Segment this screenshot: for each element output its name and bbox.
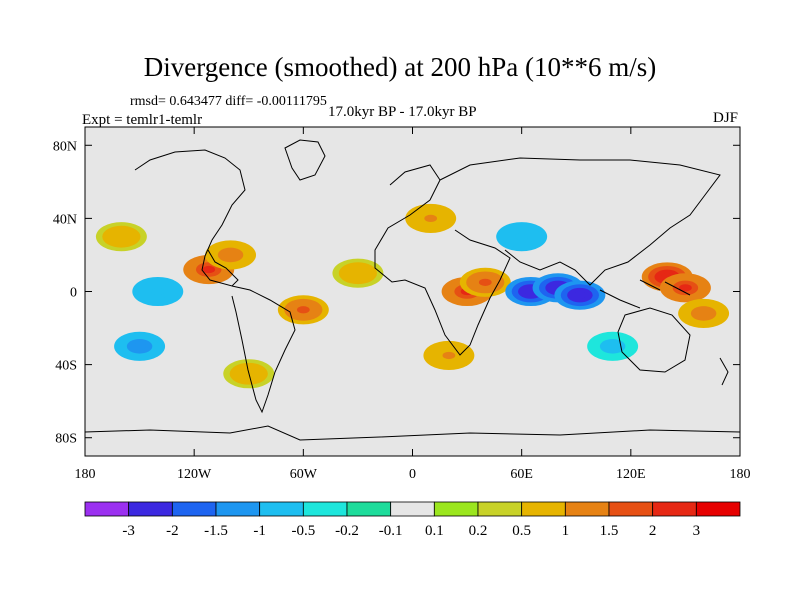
experiment-label: Expt = temlr1-temlr bbox=[82, 112, 203, 128]
y-tick-label: 0 bbox=[70, 286, 77, 301]
field-feature-4 bbox=[554, 280, 606, 310]
colorbar-swatch-5 bbox=[302, 501, 348, 517]
x-tick-label: 120W bbox=[177, 467, 212, 482]
colorbar-label: 0.2 bbox=[469, 523, 488, 539]
colorbar-swatch-8 bbox=[433, 501, 479, 517]
field-feature-14 bbox=[496, 222, 548, 252]
y-tick-label: 80N bbox=[53, 139, 77, 154]
field-feature-9 bbox=[205, 240, 257, 270]
field-contour-7-3 bbox=[697, 309, 710, 318]
field-contour-10-3 bbox=[151, 287, 165, 296]
field-feature-10 bbox=[132, 276, 184, 307]
colorbar: -3 -2 -1.5 -1 -0.5 -0.2 -0.1 0.1 0.2 0.5 1 1.5 2 3 bbox=[84, 501, 741, 539]
colorbar-label: -0.1 bbox=[379, 523, 403, 539]
north-america-coast bbox=[134, 149, 246, 287]
field-contour-15-3 bbox=[115, 233, 128, 241]
x-axis: 180 120W 60W 0 60E 120E 180 bbox=[75, 127, 751, 482]
new-zealand-coast bbox=[719, 357, 729, 386]
y-tick-label: 40N bbox=[53, 212, 77, 227]
field-contour-1-3 bbox=[478, 278, 492, 286]
colorbar-label: 1.5 bbox=[600, 523, 619, 539]
y-axis: 80N 40N 0 40S 80S bbox=[53, 139, 740, 447]
y-tick-label: 80S bbox=[55, 432, 77, 447]
colorbar-label: -0.5 bbox=[291, 523, 315, 539]
south-america-coast bbox=[231, 285, 296, 414]
field-feature-15 bbox=[95, 222, 147, 252]
colorbar-label: -1 bbox=[253, 523, 266, 539]
field-contour-13-3 bbox=[424, 214, 438, 223]
x-tick-label: 180 bbox=[730, 467, 751, 482]
field-feature-18 bbox=[423, 340, 475, 371]
colorbar-label: -1.5 bbox=[204, 523, 228, 539]
stats-label: rmsd= 0.643477 diff= -0.00111795 bbox=[130, 94, 327, 109]
field-feature-1 bbox=[459, 267, 511, 297]
antarctica-coast bbox=[85, 425, 740, 441]
field-contour-6-3 bbox=[679, 284, 692, 292]
field-feature-19 bbox=[587, 331, 639, 361]
colorbar-label: -0.2 bbox=[335, 523, 359, 539]
field-contour-11-3 bbox=[296, 306, 310, 314]
colorbar-swatch-2 bbox=[171, 501, 217, 517]
season-label: DJF bbox=[712, 110, 738, 126]
colorbar-swatch-12 bbox=[608, 501, 654, 517]
colorbar-swatch-0 bbox=[84, 501, 130, 517]
colorbar-swatch-4 bbox=[259, 501, 304, 517]
europe-africa-coast bbox=[374, 164, 511, 356]
greenland-coast bbox=[284, 139, 326, 181]
colorbar-swatch-1 bbox=[128, 501, 173, 517]
colorbar-swatch-14 bbox=[695, 501, 741, 517]
y-tick-label: 40S bbox=[55, 359, 77, 374]
colorbar-label: 0.5 bbox=[512, 523, 531, 539]
colorbar-label: 0.1 bbox=[425, 523, 444, 539]
field-contour-16-3 bbox=[133, 342, 146, 350]
field-feature-6 bbox=[659, 273, 711, 303]
field-feature-16 bbox=[114, 331, 166, 361]
x-tick-label: 0 bbox=[409, 467, 416, 482]
coastlines bbox=[85, 139, 740, 441]
field-contour-4-3 bbox=[573, 291, 587, 299]
x-tick-label: 180 bbox=[75, 467, 96, 482]
field-contour-9-3 bbox=[224, 251, 237, 259]
field-feature-13 bbox=[405, 203, 457, 233]
colorbar-swatch-11 bbox=[564, 501, 610, 517]
map-background bbox=[85, 127, 740, 456]
australia-coast bbox=[617, 307, 691, 373]
colorbar-swatch-10 bbox=[521, 501, 566, 517]
x-tick-label: 120E bbox=[616, 467, 646, 482]
field-contour-18-3 bbox=[442, 351, 456, 360]
field-contour-14-3 bbox=[515, 233, 529, 241]
x-tick-label: 60W bbox=[290, 467, 318, 482]
colorbar-swatch-9 bbox=[477, 501, 523, 517]
asia-coast bbox=[439, 157, 721, 286]
x-tick-label: 60E bbox=[510, 467, 533, 482]
chart-title: Divergence (smoothed) at 200 hPa (10**6 … bbox=[143, 52, 657, 82]
field-contour-12-3 bbox=[351, 269, 365, 277]
field-contour-8-3 bbox=[202, 265, 216, 274]
colorbar-label: 3 bbox=[693, 523, 701, 539]
indonesia-coast bbox=[599, 279, 691, 309]
colorbar-swatch-7 bbox=[390, 501, 435, 517]
field-feature-12 bbox=[332, 258, 384, 288]
colorbar-label: 1 bbox=[562, 523, 570, 539]
field-contour-19-3 bbox=[606, 342, 620, 350]
colorbar-label: 2 bbox=[649, 523, 657, 539]
field-feature-7 bbox=[678, 298, 730, 328]
colorbar-label: -3 bbox=[122, 523, 135, 539]
colorbar-swatch-13 bbox=[652, 501, 697, 517]
colorbar-label: -2 bbox=[166, 523, 179, 539]
colorbar-swatch-3 bbox=[215, 501, 261, 517]
field-feature-11 bbox=[277, 295, 329, 325]
colorbar-swatch-6 bbox=[346, 501, 392, 517]
period-label: 17.0kyr BP - 17.0kyr BP bbox=[328, 104, 477, 120]
